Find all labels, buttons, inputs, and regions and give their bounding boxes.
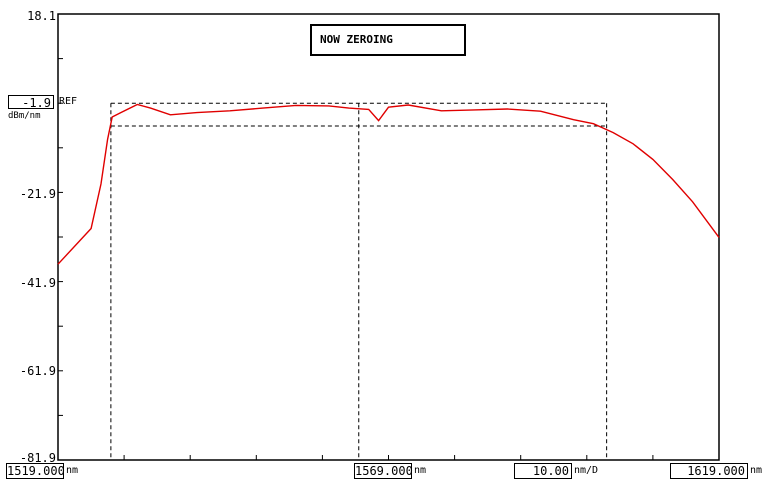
status-message: NOW ZEROING: [310, 24, 466, 56]
plot-frame: [57, 13, 720, 461]
axis-ticks: [58, 58, 654, 460]
y-tick-label-top: 18.1: [27, 9, 56, 23]
reference-tag: REF: [59, 96, 78, 107]
y-tick-label: -41.9: [19, 276, 56, 290]
start-wavelength-field[interactable]: 1519.000: [6, 463, 65, 479]
y-tick-label-bottom: -81.9: [19, 451, 56, 465]
y-tick-label: -21.9: [19, 187, 56, 201]
reference-level-field[interactable]: -1.9: [8, 95, 54, 110]
span-per-division-unit: nm/D: [574, 465, 599, 476]
center-wavelength-field[interactable]: 1569.000: [354, 463, 413, 479]
stop-wavelength-field[interactable]: 1619.000: [670, 463, 748, 479]
marker-lines: [110, 102, 608, 460]
start-wavelength-unit: nm: [66, 465, 79, 476]
stop-wavelength-unit: nm: [750, 465, 763, 476]
reference-unit: dBm/nm: [8, 111, 41, 121]
center-wavelength-unit: nm: [414, 465, 427, 476]
span-per-division-field[interactable]: 10.00: [514, 463, 572, 479]
y-tick-label: -61.9: [19, 364, 56, 378]
spectrum-trace: [57, 103, 720, 265]
